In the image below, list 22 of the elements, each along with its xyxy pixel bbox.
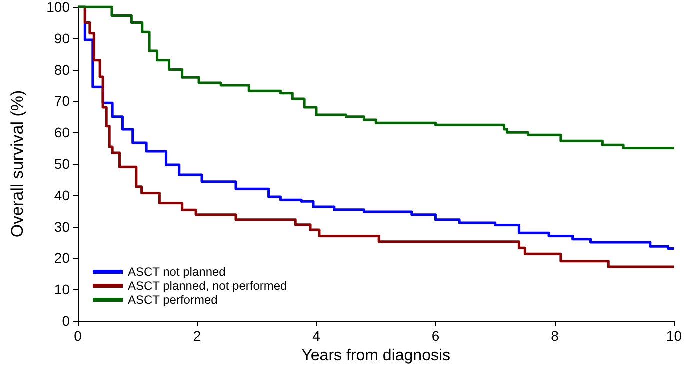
y-tick-label: 80 xyxy=(54,62,70,78)
y-tick-label: 0 xyxy=(62,313,70,329)
x-tick-label: 10 xyxy=(666,328,682,344)
legend-label: ASCT performed xyxy=(128,293,218,307)
x-tick-label: 6 xyxy=(432,328,440,344)
y-tick-label: 100 xyxy=(46,0,70,15)
x-tick-label: 0 xyxy=(74,328,82,344)
y-axis-title: Overall survival (%) xyxy=(8,90,27,238)
x-tick-label: 2 xyxy=(193,328,202,344)
y-tick-label: 60 xyxy=(54,124,70,141)
y-tick-label: 10 xyxy=(54,282,70,298)
y-tick-label: 90 xyxy=(54,30,70,46)
y-tick-label: 50 xyxy=(54,156,70,172)
y-tick-label: 20 xyxy=(54,250,70,266)
y-tick-label: 40 xyxy=(54,187,70,204)
y-tick-label: 70 xyxy=(54,93,70,110)
legend-label: ASCT planned, not performed xyxy=(128,279,288,293)
x-tick-label: 4 xyxy=(312,328,321,344)
x-axis-title: Years from diagnosis xyxy=(302,347,451,364)
y-tick-label: 30 xyxy=(54,218,70,235)
x-tick-label: 8 xyxy=(551,328,560,344)
legend-label: ASCT not planned xyxy=(128,265,226,279)
